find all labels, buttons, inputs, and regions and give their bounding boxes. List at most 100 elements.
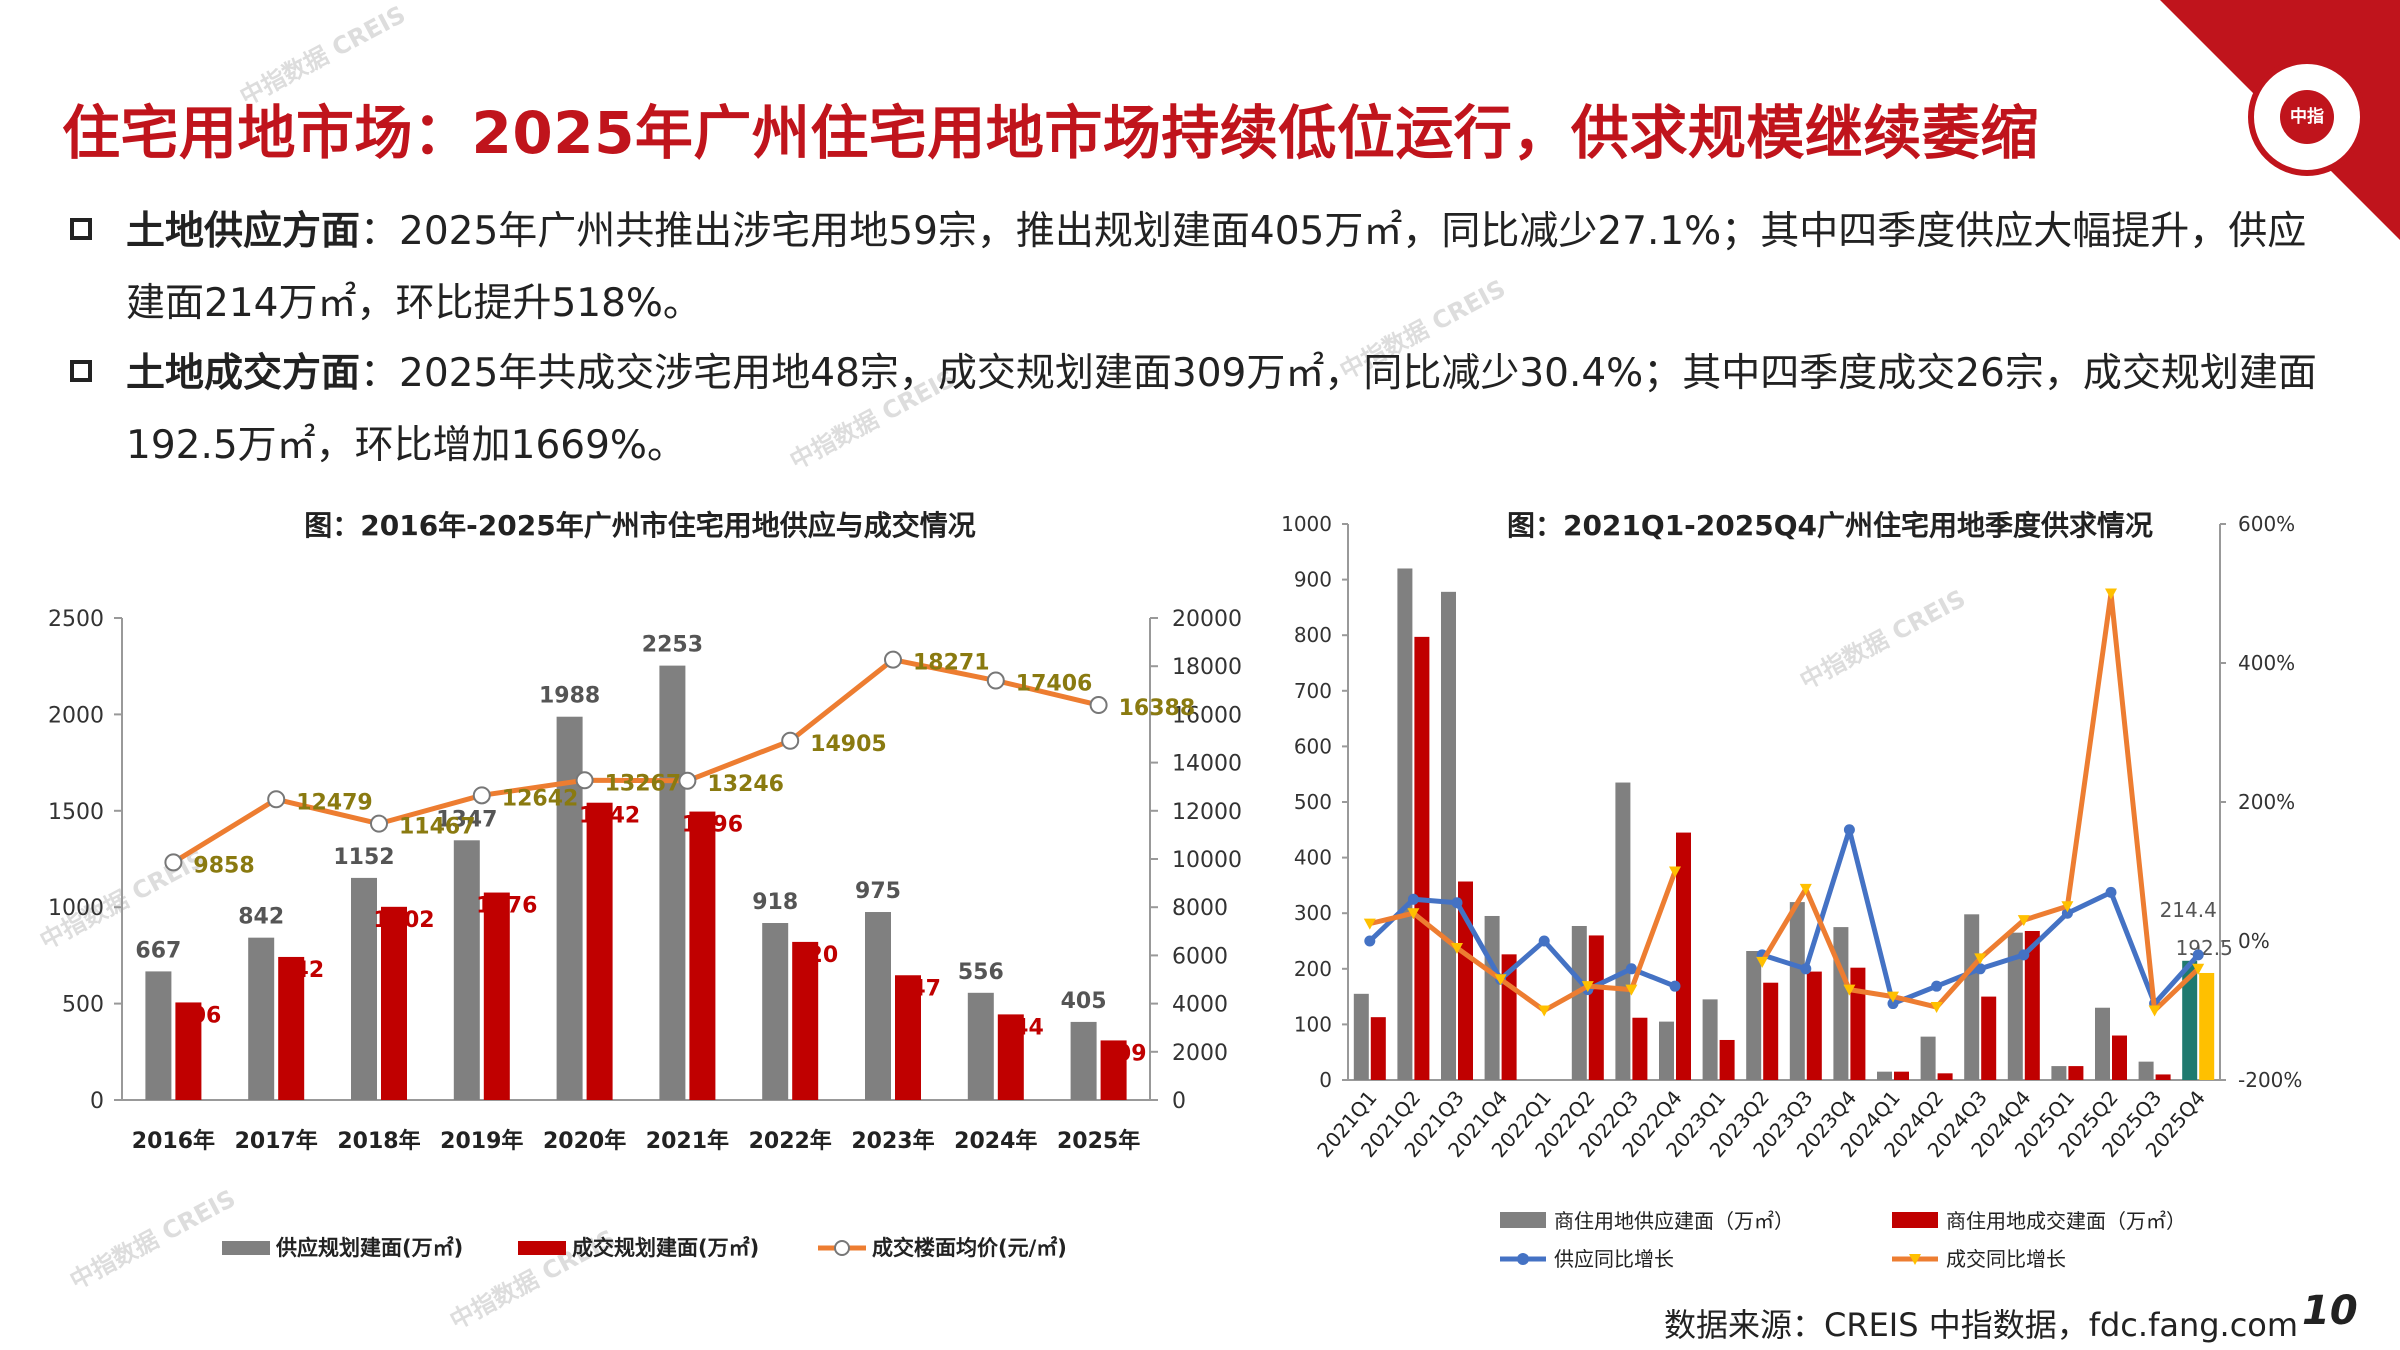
legend-label-transaction: 商住用地成交建面（万㎡） bbox=[1946, 1209, 2186, 1233]
page-number: 10 bbox=[2302, 1288, 2358, 1334]
bar-transaction bbox=[1414, 636, 1430, 1080]
y-tick-label-right: 400% bbox=[2238, 651, 2295, 675]
data-label-avg-price: 9858 bbox=[193, 853, 254, 878]
bar-supply bbox=[1746, 951, 1762, 1080]
point-transaction-yoy bbox=[1407, 908, 1420, 920]
data-label-avg-price: 13267 bbox=[605, 771, 682, 796]
data-label-transaction-last: 192.5 bbox=[2176, 936, 2233, 960]
bar-supply bbox=[1441, 591, 1456, 1080]
x-tick-label: 2017年 bbox=[235, 1128, 318, 1154]
point-avg-price bbox=[986, 671, 1005, 690]
point-transaction-yoy bbox=[1625, 984, 1638, 996]
point-avg-price bbox=[575, 771, 594, 790]
x-tick-label: 2021年 bbox=[646, 1128, 729, 1154]
bullet-label: 土地成交方面 bbox=[126, 351, 361, 396]
y-tick-label-right: 18000 bbox=[1172, 655, 1242, 680]
bar-supply bbox=[659, 665, 686, 1100]
bar-supply bbox=[762, 923, 789, 1100]
bar-supply bbox=[2007, 932, 2023, 1080]
legend-label-supply: 商住用地供应建面（万㎡） bbox=[1554, 1209, 1794, 1233]
data-label-avg-price: 17406 bbox=[1016, 672, 1093, 697]
data-label-transaction: 647 bbox=[895, 976, 941, 1001]
point-avg-price bbox=[164, 853, 183, 872]
legend-swatch-supply bbox=[222, 1241, 270, 1255]
bar-transaction bbox=[1588, 935, 1604, 1080]
point-avg-price bbox=[472, 786, 491, 805]
point-avg-price bbox=[267, 790, 286, 809]
y-tick-label-right: 8000 bbox=[1172, 896, 1228, 921]
point-transaction-yoy bbox=[2017, 915, 2030, 927]
data-label-avg-price: 11467 bbox=[399, 815, 476, 840]
y-tick-label-left: 1000 bbox=[48, 896, 104, 921]
y-tick-label-right: 600% bbox=[2238, 512, 2295, 536]
bar-transaction bbox=[1719, 1039, 1735, 1080]
x-tick-label: 2016年 bbox=[132, 1128, 215, 1154]
x-tick-label: 2024年 bbox=[954, 1128, 1037, 1154]
bar-transaction bbox=[1937, 1073, 1953, 1080]
y-tick-label-left: 100 bbox=[1294, 1012, 1332, 1036]
y-tick-label-left: 2500 bbox=[48, 607, 104, 632]
bar-transaction bbox=[1370, 1017, 1386, 1080]
bar-supply bbox=[2182, 960, 2198, 1080]
point-transaction-yoy bbox=[1669, 866, 1681, 878]
bar-supply bbox=[1070, 1021, 1097, 1100]
bar-transaction bbox=[1894, 1071, 1909, 1080]
bar-transaction bbox=[895, 975, 921, 1100]
bar-supply bbox=[1789, 902, 1805, 1080]
y-tick-label-right: -200% bbox=[2238, 1068, 2302, 1092]
y-tick-label-right: 20000 bbox=[1172, 607, 1242, 632]
bar-transaction bbox=[2068, 1066, 2084, 1080]
academy-logo: 中指 bbox=[2248, 58, 2366, 176]
data-label-transaction: 1496 bbox=[682, 813, 743, 838]
point-supply-yoy bbox=[1843, 824, 1855, 836]
bar-supply bbox=[1484, 915, 1500, 1080]
data-label-supply-last: 214.4 bbox=[2160, 898, 2217, 922]
y-tick-label-right: 10000 bbox=[1172, 848, 1242, 873]
legend-label-transaction-yoy: 成交同比增长 bbox=[1946, 1247, 2066, 1271]
bar-supply bbox=[1920, 1036, 1936, 1080]
point-supply-yoy bbox=[2018, 949, 2030, 961]
point-supply-yoy bbox=[1407, 893, 1419, 905]
point-transaction-yoy bbox=[2061, 901, 2074, 913]
bar-transaction bbox=[278, 956, 305, 1100]
bar-transaction bbox=[175, 1002, 202, 1100]
y-tick-label-left: 400 bbox=[1294, 846, 1332, 870]
point-transaction-yoy bbox=[1799, 883, 1812, 895]
legend-swatch-supply bbox=[1500, 1212, 1546, 1228]
point-supply-yoy bbox=[1669, 980, 1681, 992]
y-tick-label-left: 0 bbox=[1319, 1068, 1332, 1092]
quarterly-supply-demand-chart: 图：2021Q1-2025Q4广州住宅用地季度供求情况 0 100 200 300 400… bbox=[1281, 509, 2302, 1271]
bullet-text: ：2025年广州共推出涉宅用地59宗，推出规划建面405万㎡，同比减少27.1%… bbox=[126, 209, 2307, 326]
legend-marker-transaction-yoy bbox=[1909, 1254, 1921, 1265]
bar-transaction bbox=[792, 941, 819, 1100]
data-label-supply: 405 bbox=[1061, 989, 1107, 1014]
data-label-transaction: 1002 bbox=[373, 908, 434, 933]
bar-supply bbox=[145, 971, 172, 1100]
point-transaction-yoy bbox=[1494, 974, 1507, 986]
legend-marker-avg-price bbox=[834, 1240, 850, 1256]
bar-transaction bbox=[689, 811, 716, 1100]
point-avg-price bbox=[370, 814, 388, 833]
data-label-avg-price: 16388 bbox=[1119, 696, 1196, 721]
bar-supply bbox=[2138, 1061, 2154, 1080]
bar-transaction bbox=[2024, 930, 2040, 1080]
point-transaction-yoy bbox=[1930, 1002, 1943, 1014]
bar-supply bbox=[967, 992, 994, 1100]
y-tick-label-left: 800 bbox=[1294, 623, 1332, 647]
data-label-transaction: 820 bbox=[792, 943, 838, 968]
point-transaction-yoy bbox=[1974, 953, 1987, 965]
data-label-avg-price: 12479 bbox=[296, 790, 373, 815]
point-avg-price bbox=[1089, 696, 1108, 715]
legend-label-avg-price: 成交楼面均价(元/㎡) bbox=[872, 1236, 1067, 1260]
bar-supply bbox=[2095, 1007, 2110, 1080]
x-tick-label: 2018年 bbox=[337, 1128, 420, 1154]
data-label-transaction: 1542 bbox=[579, 804, 640, 829]
point-avg-price bbox=[884, 650, 902, 669]
bar-supply bbox=[248, 937, 275, 1100]
data-label-transaction: 506 bbox=[175, 1003, 221, 1028]
bar-supply bbox=[351, 877, 377, 1100]
x-tick-label: 2023年 bbox=[851, 1128, 934, 1154]
x-tick-label: 2025年 bbox=[1057, 1128, 1140, 1154]
data-label-transaction: 309 bbox=[1101, 1041, 1147, 1066]
point-transaction-yoy bbox=[1581, 981, 1594, 993]
